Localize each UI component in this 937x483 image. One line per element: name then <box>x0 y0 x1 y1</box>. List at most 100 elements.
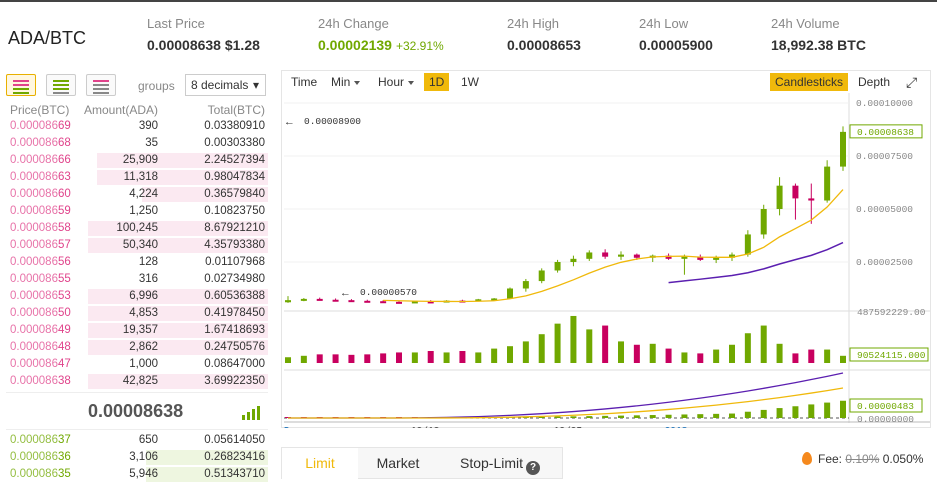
order-row[interactable]: 0.00008647 1,000 0.08647000 <box>6 356 268 373</box>
order-amount: 1,250 <box>129 205 158 217</box>
candlesticks-view-button[interactable]: Candlesticks <box>770 73 849 91</box>
volume-label: 24h Volume <box>771 16 840 31</box>
depth-bar <box>88 289 268 304</box>
candle-body <box>697 256 704 260</box>
depth-bar <box>88 238 268 253</box>
interval-1d-button[interactable]: 1D <box>424 73 450 91</box>
volume-bars <box>285 315 846 363</box>
interval-hour-label: Hour <box>378 75 405 89</box>
view-asks-button[interactable] <box>86 74 116 96</box>
tab-market[interactable]: Market <box>376 455 420 471</box>
interval-min-button[interactable]: Min <box>326 73 365 91</box>
macd-zero-label: 0.00000000 <box>857 414 914 425</box>
order-amount: 5,946 <box>129 468 158 480</box>
order-row[interactable]: 0.00008656 128 0.01107968 <box>6 254 268 271</box>
view-both-button[interactable] <box>6 74 36 96</box>
change-label: 24h Change <box>318 16 389 31</box>
order-total: 0.01107968 <box>205 256 265 268</box>
order-row[interactable]: 0.00008659 1,250 0.10823750 <box>6 203 268 220</box>
question-icon[interactable]: ? <box>526 461 541 475</box>
order-row[interactable]: 0.00008658 100,245 8.67921210 <box>6 220 268 237</box>
volume-bar <box>729 344 735 363</box>
order-row[interactable]: 0.00008650 4,853 0.41978450 <box>6 305 268 322</box>
order-row[interactable]: 0.00008657 50,340 4.35793380 <box>6 237 268 254</box>
interval-time-button[interactable]: Time <box>291 75 318 89</box>
order-row[interactable]: 0.00008668 35 0.00303380 <box>6 135 268 152</box>
order-row[interactable]: 0.00008638 42,825 3.69922350 <box>6 373 268 390</box>
order-total: 0.98047834 <box>204 171 265 183</box>
volume-bar <box>570 315 577 363</box>
order-row[interactable]: 0.00008637 650 0.05614050 <box>6 432 268 449</box>
order-row[interactable]: 0.00008653 6,996 0.60536388 <box>6 288 268 305</box>
last-price-fiat: $1.28 <box>224 37 260 53</box>
volume-bar <box>507 346 513 363</box>
volume-bar <box>697 353 704 363</box>
volume-bar <box>665 348 672 363</box>
change-amount: 0.00002139 <box>318 37 392 53</box>
groups-label: groups <box>138 79 175 93</box>
volume-bar <box>443 352 450 363</box>
x-tick-label: 12/13 <box>411 425 440 428</box>
order-row[interactable]: 0.00008663 11,318 0.98047834 <box>6 169 268 186</box>
min-price-label: 0.00000570 <box>360 287 417 298</box>
last-price-stat: Last Price 0.00008638 $1.28 <box>147 16 260 53</box>
interval-hour-button[interactable]: Hour <box>373 73 419 91</box>
depth-bar <box>88 323 268 338</box>
order-row[interactable]: 0.00008649 19,357 1.67418693 <box>6 322 268 339</box>
depth-bar <box>97 170 268 185</box>
order-total: 4.35793380 <box>204 239 265 251</box>
order-type-tabs: Limit Market Stop-Limit? <box>281 447 563 479</box>
candle-body <box>285 300 291 303</box>
volume-bar <box>316 354 323 363</box>
order-price: 0.00008649 <box>10 324 71 336</box>
candle-body <box>808 198 815 201</box>
amount-column-header: Amount(ADA) <box>83 103 158 117</box>
candle-body <box>570 258 577 262</box>
order-total: 0.02734980 <box>204 273 265 285</box>
volume-bar <box>633 344 640 363</box>
candle-body <box>586 252 593 259</box>
order-book-last-price: 0.00008638 <box>6 392 268 430</box>
price-tick-label: 0.00010000 <box>856 98 913 109</box>
candlestick-chart[interactable]: 0.00010000 0.00007500 0.00005000 0.00002500… <box>282 93 930 428</box>
candle-body <box>760 209 767 235</box>
depth-view-button[interactable]: Depth <box>858 75 891 89</box>
order-row[interactable]: 0.00008648 2,862 0.24750576 <box>6 339 268 356</box>
order-amount: 100,245 <box>116 222 158 234</box>
interval-min-label: Min <box>331 75 351 89</box>
interval-1w-button[interactable]: 1W <box>461 75 479 89</box>
moving-average-short <box>383 189 844 303</box>
order-price: 0.00008659 <box>10 205 71 217</box>
order-row[interactable]: 0.00008666 25,909 2.24527394 <box>6 152 268 169</box>
order-row[interactable]: 0.00008655 316 0.02734980 <box>6 271 268 288</box>
groups-select[interactable]: 8 decimals ▾ <box>185 74 266 96</box>
candle-body <box>840 131 846 167</box>
order-row[interactable]: 0.00008635 5,946 0.51343710 <box>6 466 268 483</box>
tab-limit[interactable]: Limit <box>282 448 358 479</box>
candle-body <box>316 298 323 301</box>
view-bids-button[interactable] <box>46 74 76 96</box>
macd-histogram-bar <box>522 416 529 418</box>
depth-bar <box>145 467 268 482</box>
fullscreen-icon[interactable]: ⤢ <box>906 74 918 90</box>
tab-stop-limit[interactable]: Stop-Limit? <box>438 448 562 479</box>
order-row[interactable]: 0.00008636 3,106 0.26823416 <box>6 449 268 466</box>
volume-bar <box>776 343 783 363</box>
order-price: 0.00008648 <box>10 341 71 353</box>
candle-body <box>554 262 561 271</box>
candle-body <box>507 288 513 299</box>
x-tick-label: 2018 <box>665 425 688 428</box>
candle-body <box>713 257 720 260</box>
moving-average-long <box>668 241 844 284</box>
order-amount: 11,318 <box>123 171 158 183</box>
volume-bar <box>713 349 720 363</box>
volume-tick-label: 487592229.00 <box>857 307 926 318</box>
order-total: 0.10823750 <box>204 205 265 217</box>
macd-histogram-bar <box>760 409 767 418</box>
macd-histogram-bar <box>633 415 640 418</box>
order-amount: 50,340 <box>122 239 158 251</box>
order-row[interactable]: 0.00008669 390 0.03380910 <box>6 118 268 135</box>
order-amount: 1,000 <box>129 358 158 370</box>
order-price: 0.00008663 <box>10 171 71 183</box>
order-row[interactable]: 0.00008660 4,224 0.36579840 <box>6 186 268 203</box>
